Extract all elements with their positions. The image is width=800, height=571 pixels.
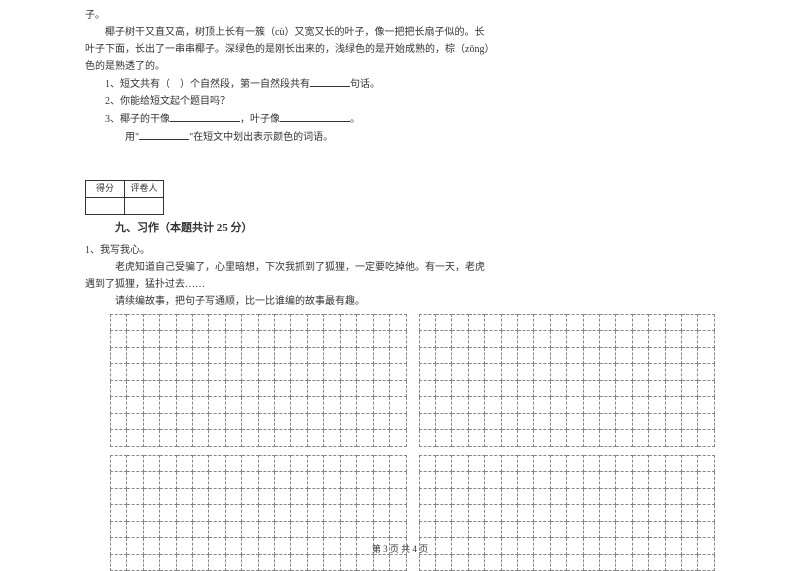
q4-blank[interactable] xyxy=(139,129,189,140)
writing-prompt-3: 遇到了狐狸，猛扑过去…… xyxy=(85,277,715,292)
q3-suffix: 。 xyxy=(350,114,360,125)
q1-blank[interactable] xyxy=(310,76,350,87)
question-1: 1、短文共有（ ）个自然段，第一自然段共有 句话。 xyxy=(85,76,715,92)
q3-prefix: 3、椰子的干像 xyxy=(105,114,170,125)
passage-line2: 叶子下面，长出了一串串椰子。深绿色的是刚长出来的，浅绿色的是开始成熟的，棕（zō… xyxy=(85,42,715,57)
exam-page: 子。 椰子树干又直又高，树顶上长有一簇（cù）又宽又长的叶子，像一把把长扇子似的… xyxy=(0,0,800,571)
writing-prompt-1: 1、我写我心。 xyxy=(85,243,715,258)
q1-suffix: 句话。 xyxy=(350,79,380,90)
score-cell-2[interactable] xyxy=(125,198,164,215)
passage-line3: 色的是熟透了的。 xyxy=(85,59,715,74)
writing-prompt-2: 老虎知道自己受骗了，心里暗想，下次我抓到了狐狸，一定要吃掉他。有一天，老虎 xyxy=(85,260,715,275)
q4-prefix: 用" xyxy=(125,132,139,143)
writing-grids-top xyxy=(110,314,715,447)
question-2: 2、你能给短文起个题目吗？ xyxy=(85,94,715,109)
question-4: 用" "在短文中划出表示颜色的词语。 xyxy=(85,129,715,145)
writing-grid-right-top[interactable] xyxy=(419,314,716,447)
score-table: 得分 评卷人 xyxy=(85,180,164,215)
writing-prompt-4: 请续编故事，把句子写通顺，比一比谁编的故事最有趣。 xyxy=(85,294,715,309)
q3-mid: ，叶子像 xyxy=(240,114,280,125)
score-section: 得分 评卷人 xyxy=(85,180,715,215)
passage-line0: 子。 xyxy=(85,8,715,23)
page-footer: 第 3 页 共 4 页 xyxy=(0,542,800,555)
q1-prefix: 1、短文共有（ ）个自然段，第一自然段共有 xyxy=(105,79,310,90)
writing-grid-left-top[interactable] xyxy=(110,314,407,447)
passage-line1: 椰子树干又直又高，树顶上长有一簇（cù）又宽又长的叶子，像一把把长扇子似的。长 xyxy=(85,25,715,40)
score-header-2: 评卷人 xyxy=(125,181,164,198)
q4-suffix: "在短文中划出表示颜色的词语。 xyxy=(189,132,333,143)
score-cell-1[interactable] xyxy=(86,198,125,215)
q3-blank1[interactable] xyxy=(170,111,240,122)
q3-blank2[interactable] xyxy=(280,111,350,122)
section-title: 九、习作（本题共计 25 分） xyxy=(115,220,715,237)
score-header-1: 得分 xyxy=(86,181,125,198)
question-3: 3、椰子的干像 ，叶子像 。 xyxy=(85,111,715,127)
